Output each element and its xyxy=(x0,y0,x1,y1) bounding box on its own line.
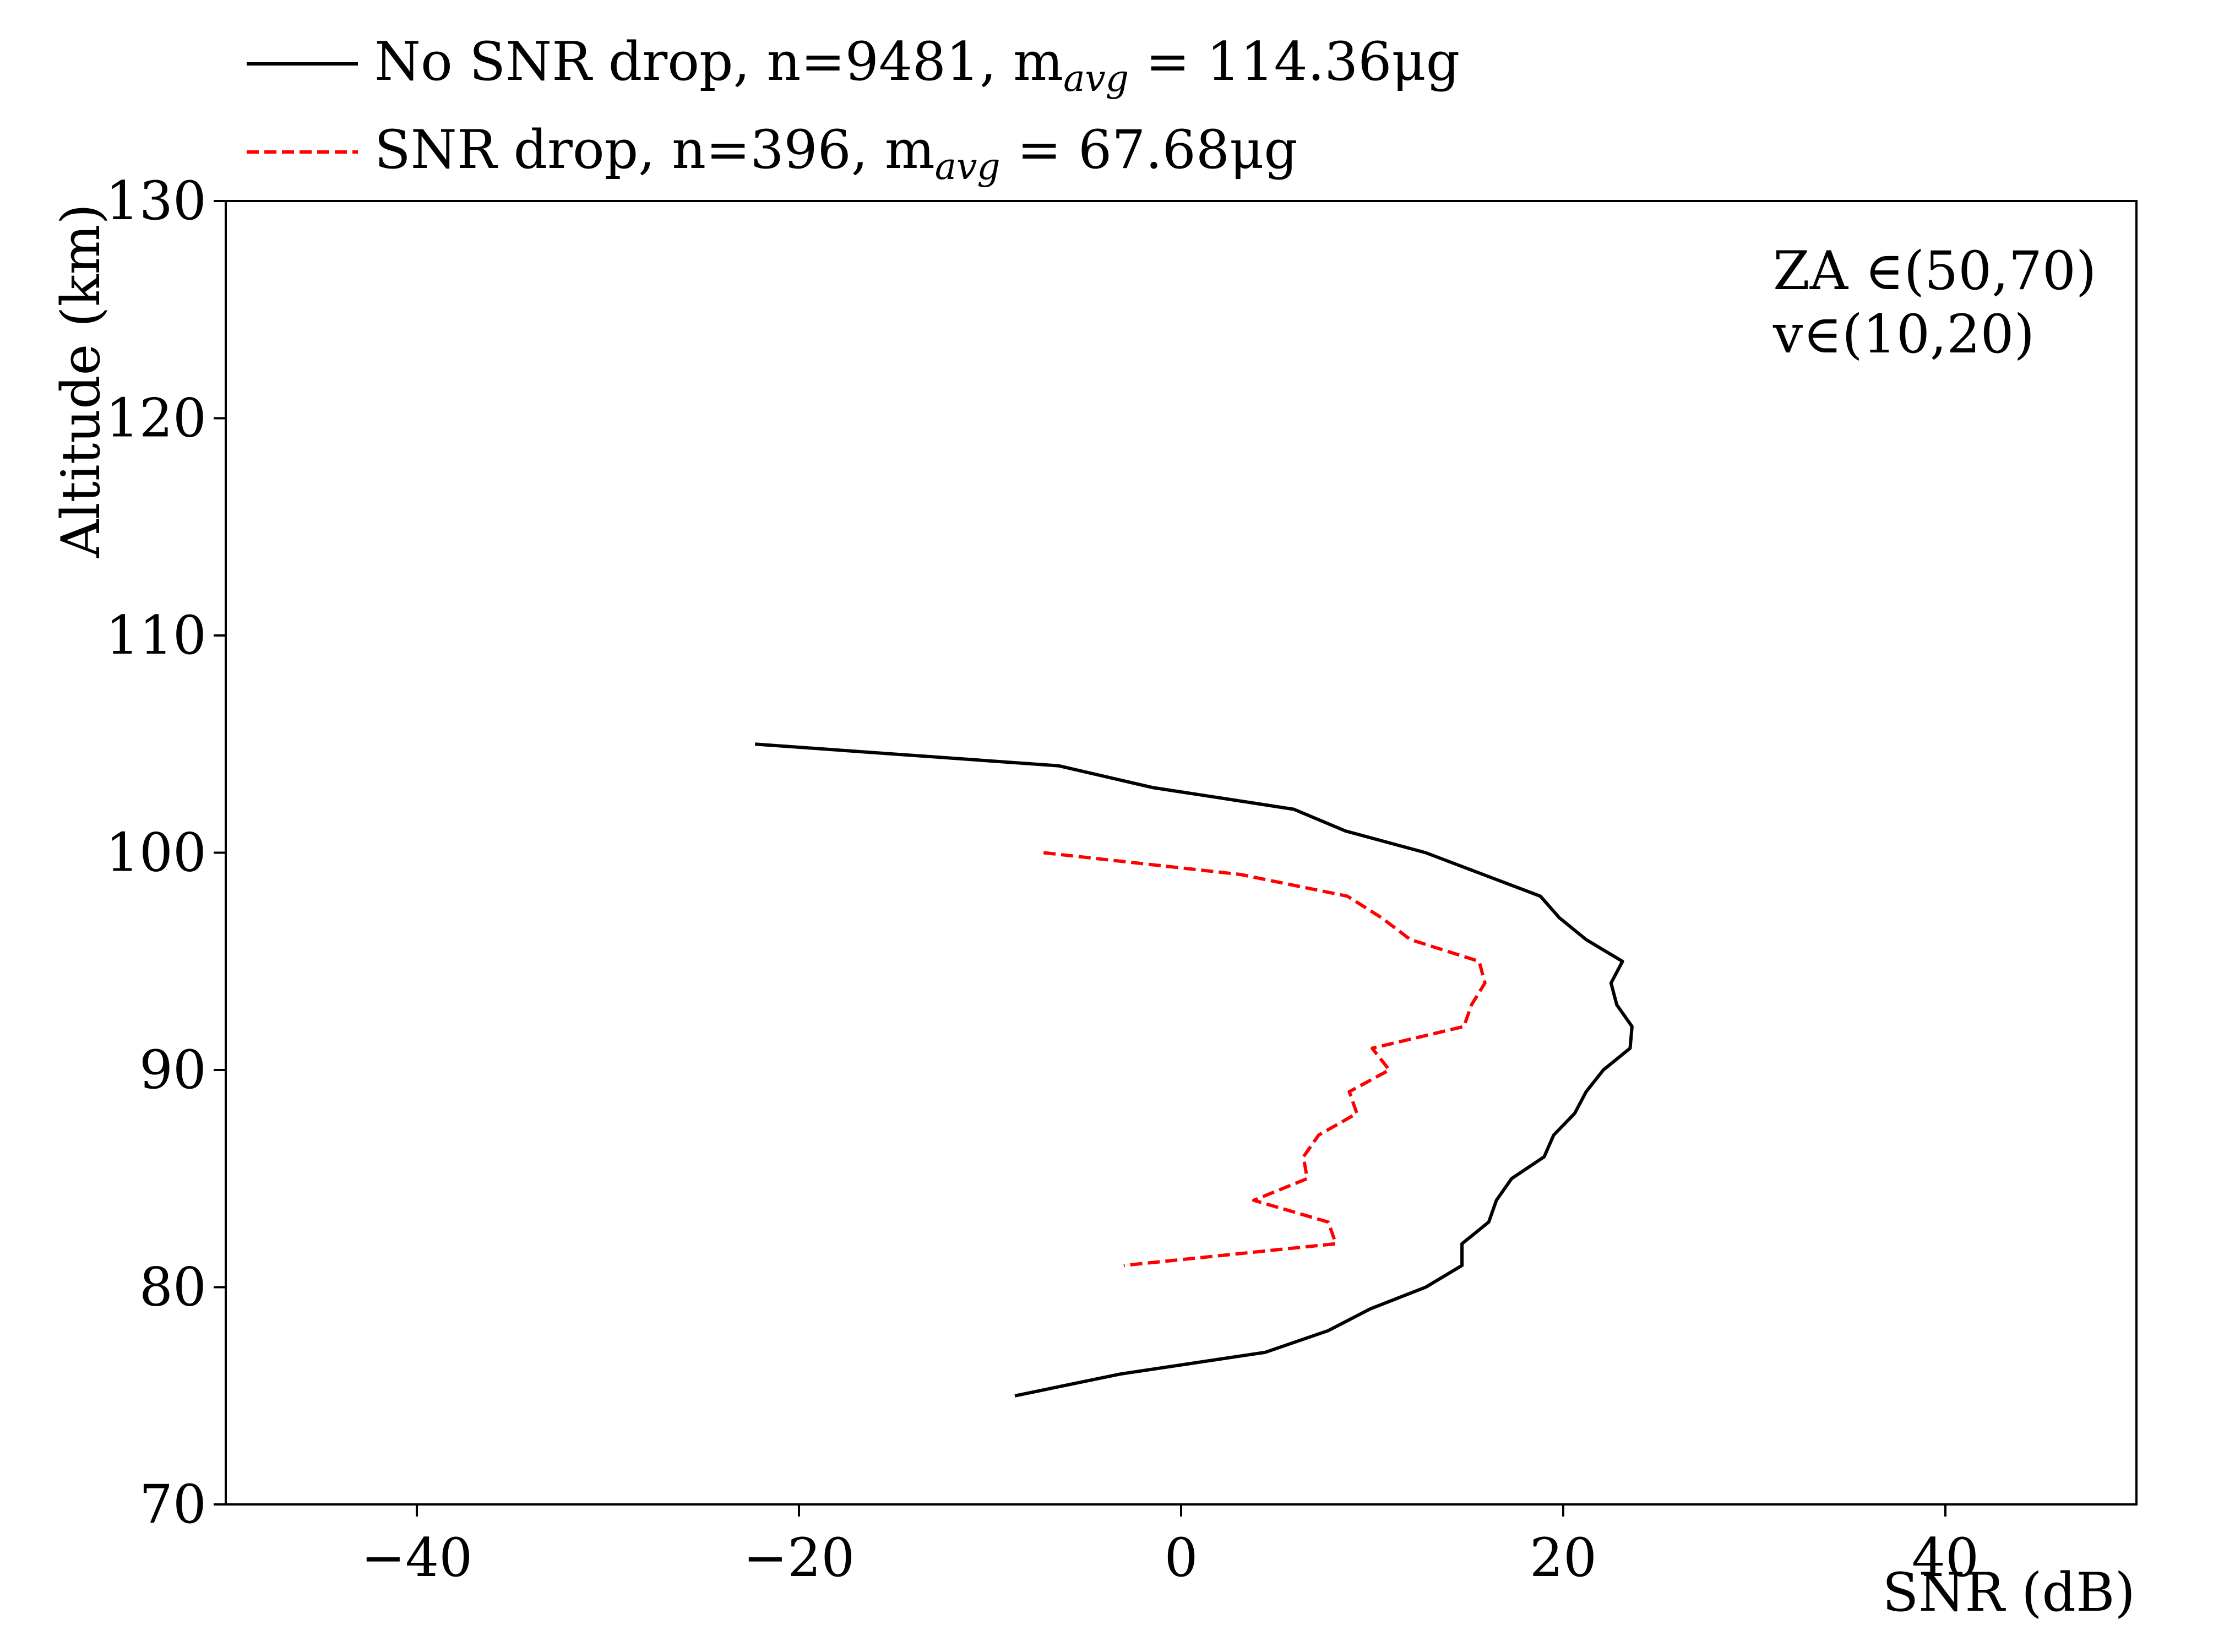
series-line-1 xyxy=(1043,851,1487,1268)
x-axis-label: SNR (dB) xyxy=(1883,1562,2135,1623)
y-axis-label: Altitude (km) xyxy=(50,204,112,558)
x-tick-label: −40 xyxy=(361,1527,473,1589)
legend-label-no-snr-drop: No SNR drop, n=9481, mavg = 114.36μg xyxy=(374,31,1460,100)
legend-label-snr-drop-sub: avg xyxy=(935,145,1000,188)
series-line-0 xyxy=(754,742,1634,1398)
x-tick-label: 20 xyxy=(1530,1527,1597,1589)
x-tick-label: 0 xyxy=(1164,1527,1198,1589)
annotation-za-range: ZA ∈(50,70) xyxy=(1773,240,2096,302)
y-tick-label: 130 xyxy=(106,170,206,232)
y-tick-label: 120 xyxy=(106,388,206,449)
y-tick-label: 100 xyxy=(106,822,206,884)
plot-frame xyxy=(225,200,2138,1506)
legend-label-no-snr-drop-main: No SNR drop, n=9481, m xyxy=(374,31,1063,93)
legend-label-no-snr-drop-sub: avg xyxy=(1063,57,1129,100)
y-tick-label: 80 xyxy=(139,1257,206,1318)
x-tick-label: −20 xyxy=(743,1527,855,1589)
legend-label-snr-drop: SNR drop, n=396, mavg = 67.68μg xyxy=(374,119,1298,188)
y-tick-label: 70 xyxy=(139,1474,206,1535)
x-tick-label: 40 xyxy=(1912,1527,1979,1589)
legend: No SNR drop, n=9481, mavg = 114.36μg SNR… xyxy=(247,31,1460,188)
legend-label-snr-drop-main: SNR drop, n=396, m xyxy=(374,119,935,181)
y-axis-ticks: 70 80 90 100 110 120 130 xyxy=(106,170,226,1535)
annotation-v-range: v∈(10,20) xyxy=(1772,303,2035,365)
x-axis-ticks: −40 −20 0 20 40 xyxy=(361,1504,1979,1589)
y-tick-label: 90 xyxy=(139,1039,206,1101)
series-layer xyxy=(754,742,1634,1398)
legend-label-snr-drop-tail: = 67.68μg xyxy=(1000,119,1298,181)
legend-label-no-snr-drop-tail: = 114.36μg xyxy=(1129,31,1460,93)
y-tick-label: 110 xyxy=(106,605,206,666)
